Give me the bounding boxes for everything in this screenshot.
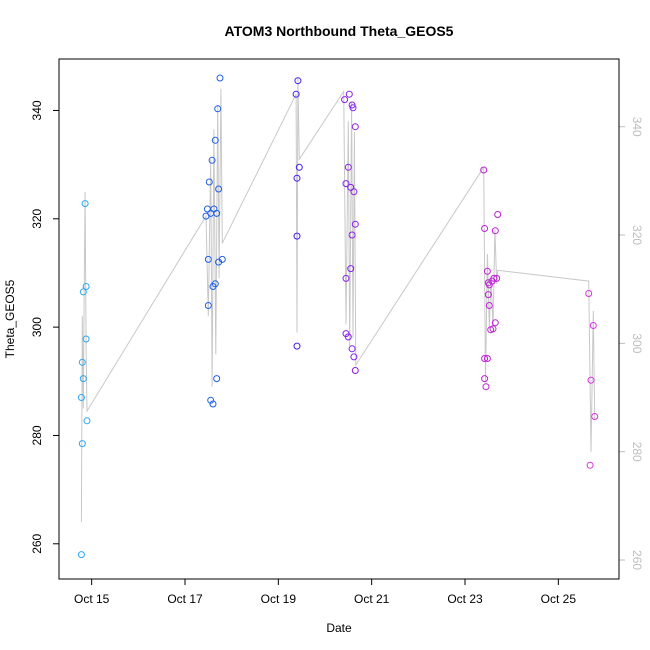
y-tick-label: 320 xyxy=(30,208,44,228)
data-point xyxy=(204,255,212,263)
data-point xyxy=(78,358,86,366)
data-point xyxy=(216,74,224,82)
data-point xyxy=(481,225,489,232)
data-point xyxy=(293,342,301,350)
data-point xyxy=(208,156,216,164)
y-tick-label: 280 xyxy=(30,425,44,445)
right-tick-label: 280 xyxy=(630,442,644,462)
data-point xyxy=(82,335,90,343)
data-point xyxy=(83,417,91,425)
data-point xyxy=(586,461,594,469)
data-point xyxy=(79,288,87,296)
data-point xyxy=(293,174,301,182)
x-tick-label: Oct 21 xyxy=(354,592,390,606)
x-axis-label: Date xyxy=(326,621,352,635)
y-tick-label: 300 xyxy=(30,317,44,337)
data-point xyxy=(591,413,599,420)
data-point xyxy=(480,166,488,174)
data-point xyxy=(587,376,595,384)
data-point xyxy=(295,163,303,171)
right-tick-label: 300 xyxy=(630,333,644,353)
right-tick-label: 340 xyxy=(630,117,644,137)
data-point xyxy=(209,400,217,408)
data-point xyxy=(349,104,357,112)
data-point xyxy=(342,180,350,188)
data-point xyxy=(348,101,356,109)
x-tick-label: Oct 25 xyxy=(541,592,577,606)
data-point xyxy=(81,200,89,208)
data-point xyxy=(483,267,491,275)
data-point xyxy=(77,394,85,401)
data-point xyxy=(213,209,221,217)
data-point xyxy=(344,163,352,171)
data-point xyxy=(211,136,219,144)
data-point xyxy=(491,227,499,235)
data-point xyxy=(294,77,302,85)
data-point xyxy=(79,375,87,383)
data-point xyxy=(205,178,213,186)
data-point xyxy=(215,185,223,193)
data-point xyxy=(481,355,489,362)
data-point xyxy=(347,265,355,273)
data-point xyxy=(207,396,215,404)
right-tick-label: 320 xyxy=(630,225,644,245)
x-tick-label: Oct 19 xyxy=(261,592,297,606)
data-point xyxy=(345,90,353,98)
data-point xyxy=(350,188,358,196)
data-point xyxy=(82,283,90,290)
data-point xyxy=(214,105,222,113)
data-point xyxy=(481,375,489,383)
data-point xyxy=(489,325,497,333)
series-line xyxy=(80,77,596,523)
y-axis-label: Theta_GEOS5 xyxy=(3,279,17,358)
y-tick-label: 340 xyxy=(30,100,44,120)
data-point xyxy=(585,290,593,297)
data-points-layer xyxy=(77,74,599,559)
data-point xyxy=(482,383,490,391)
plot-frame xyxy=(58,58,620,580)
right-tick-label: 260 xyxy=(630,550,644,570)
data-point xyxy=(494,211,502,218)
data-point xyxy=(493,274,501,282)
data-point xyxy=(342,274,350,282)
data-point xyxy=(350,353,358,361)
series-line-layer xyxy=(80,77,596,523)
data-point xyxy=(293,232,301,240)
data-point xyxy=(77,551,85,559)
data-point xyxy=(483,355,491,362)
data-point xyxy=(351,220,359,228)
data-point xyxy=(341,96,349,104)
data-point xyxy=(491,319,499,327)
data-point xyxy=(348,231,356,239)
x-tick-label: Oct 23 xyxy=(447,592,483,606)
data-point xyxy=(292,90,300,98)
data-point xyxy=(589,322,597,329)
data-point xyxy=(213,375,221,383)
data-point xyxy=(204,302,212,309)
data-point xyxy=(351,367,359,374)
data-point xyxy=(78,440,86,448)
data-point xyxy=(485,302,493,309)
data-point xyxy=(211,280,219,288)
data-point xyxy=(218,255,226,263)
data-point xyxy=(490,274,498,282)
data-point xyxy=(348,345,356,353)
chart-title: ATOM3 Northbound Theta_GEOS5 xyxy=(225,23,454,39)
x-tick-label: Oct 17 xyxy=(167,592,203,606)
data-point xyxy=(344,333,352,341)
y-tick-label: 260 xyxy=(30,533,44,553)
data-point xyxy=(351,123,359,131)
x-tick-label: Oct 15 xyxy=(74,592,110,606)
data-point xyxy=(484,291,492,299)
